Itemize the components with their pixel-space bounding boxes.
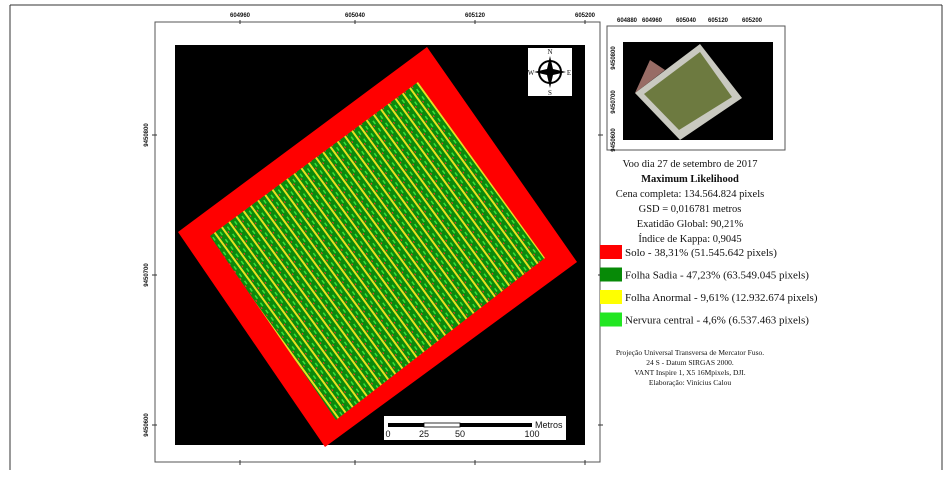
legend-swatch [600,268,622,282]
info-line: Voo dia 27 de setembro de 2017 [622,159,757,170]
info-line: Maximum Likelihood [641,174,739,185]
y-tick-label: 9450700 [611,90,617,114]
legend-swatch [600,290,622,304]
compass-n: N [547,48,552,56]
x-tick-label: 605200 [575,13,596,19]
compass-s: S [548,89,552,97]
y-tick-label: 9450800 [144,123,150,147]
y-tick-label: 9450600 [611,128,617,152]
compass: N S E W [528,48,572,97]
info-line: GSD = 0,016781 metros [639,204,742,215]
x-tick-label: 605040 [676,18,697,24]
scale-label: 25 [419,429,429,439]
figure: 604960 605040 605120 605200 9450800 9450700 94… [0,0,952,477]
x-tick-label: 605120 [708,18,729,24]
scale-label: 0 [385,429,390,439]
x-tick-label: 605040 [345,13,366,19]
x-tick-label: 604960 [642,18,663,24]
credit-line: 24 S - Datum SIRGAS 2000. [646,358,734,367]
legend-label: Folha Anormal - 9,61% (12.932.674 pixels… [625,292,818,304]
info-line: Exatidão Global: 90,21% [637,219,744,230]
x-tick-label: 605120 [465,13,486,19]
scale-bar: Metros 0 25 50 100 [384,416,566,440]
info-line: Cena completa: 134.564.824 pixels [616,189,764,200]
legend-swatch [600,245,622,259]
credit-line: Elaboração: Vinícius Calou [649,378,732,387]
credit-line: Projeção Universal Transversa de Mercato… [616,348,764,357]
info-line: Índice de Kappa: 0,9045 [638,233,741,245]
legend-label: Solo - 38,31% (51.545.642 pixels) [625,247,777,259]
compass-e: E [567,69,571,77]
info: Voo dia 27 de setembro de 2017 Maximum Li… [616,159,764,245]
credits: Projeção Universal Transversa de Mercato… [616,348,764,387]
x-tick-label: 604960 [230,13,251,19]
legend-label: Folha Sadia - 47,23% (63.549.045 pixels) [625,270,809,282]
legend-label: Nervura central - 4,6% (6.537.463 pixels… [625,315,809,327]
scale-label: 100 [524,429,539,439]
x-tick-label: 604880 [617,18,638,24]
x-tick-label: 605200 [742,18,763,24]
y-tick-label: 9450600 [144,413,150,437]
compass-w: W [528,69,535,77]
credit-line: VANT Inspire 1, X5 16Mpixels, DJI. [634,368,746,377]
scale-label: 50 [455,429,465,439]
y-tick-label: 9450800 [611,46,617,70]
legend-swatch [600,313,622,327]
y-tick-label: 9450700 [144,263,150,287]
legend: Solo - 38,31% (51.545.642 pixels) Folha S… [600,245,818,327]
